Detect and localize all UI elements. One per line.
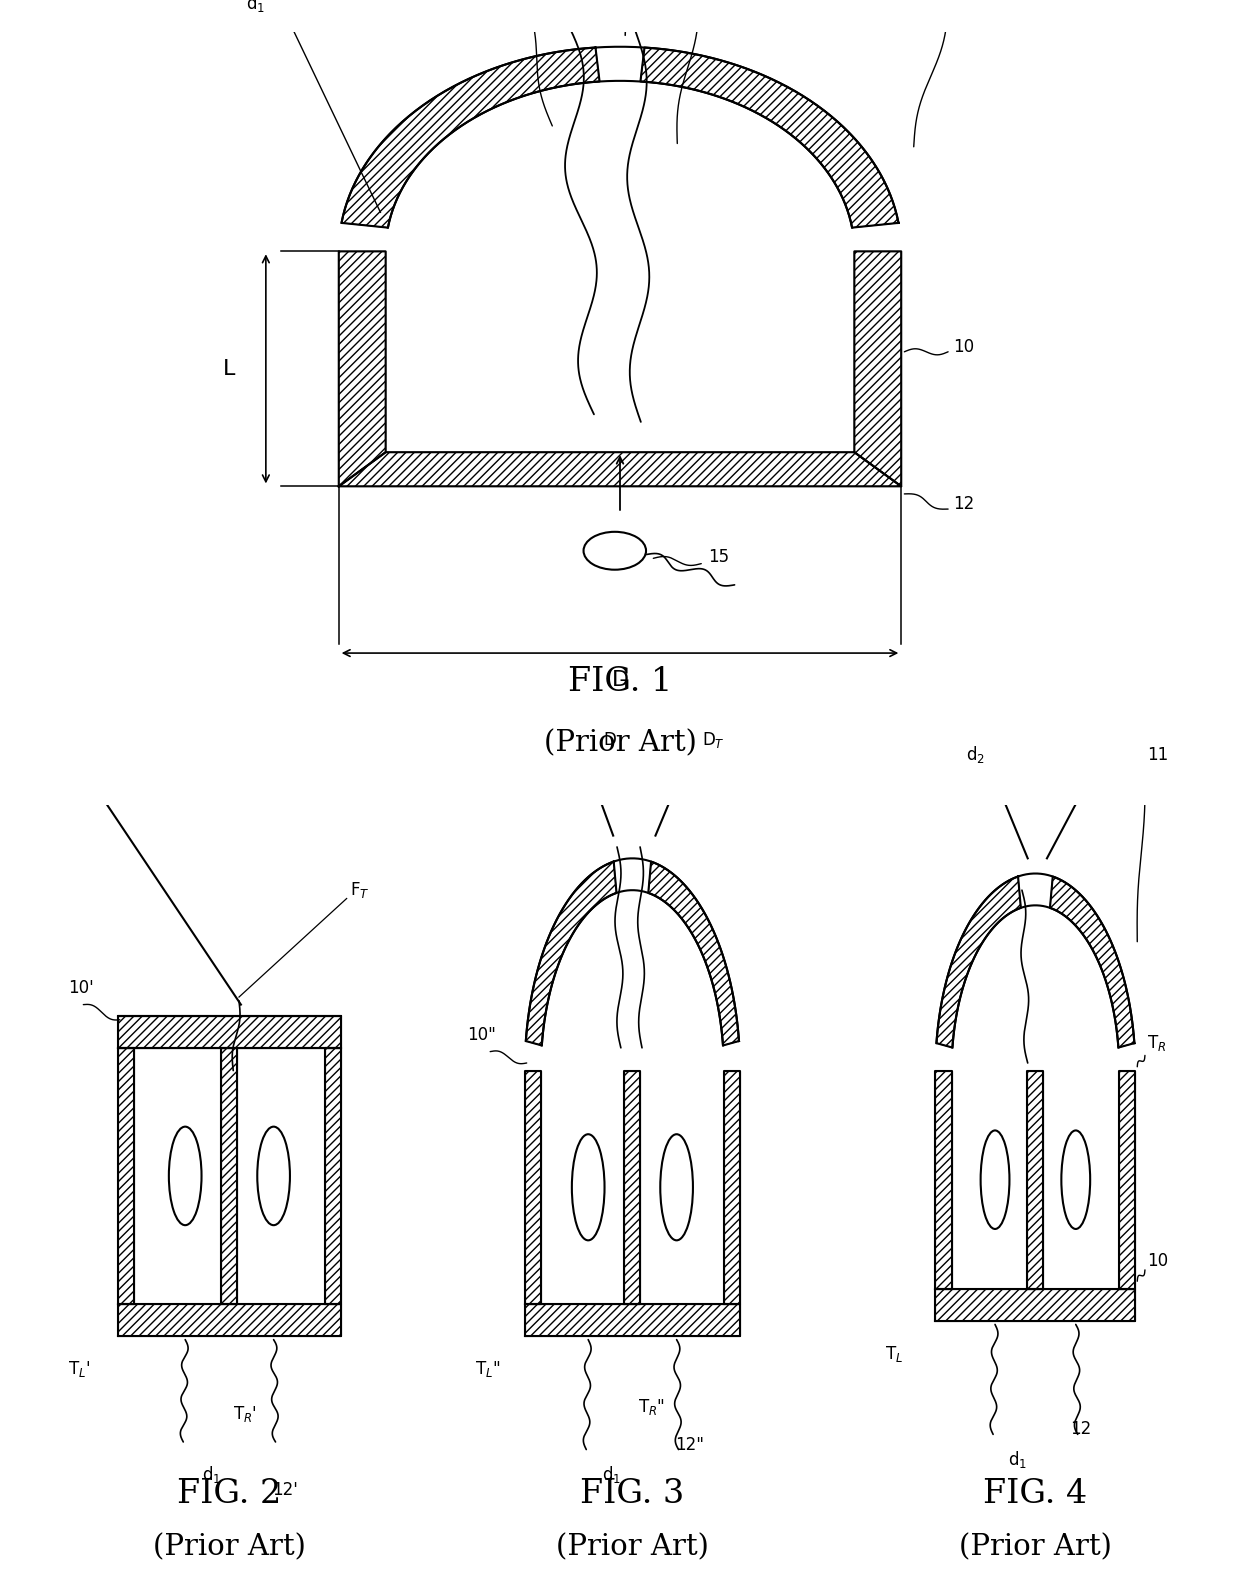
Text: T$_L$: T$_L$ xyxy=(885,1344,904,1364)
Text: D: D xyxy=(611,669,629,690)
Text: 12: 12 xyxy=(954,496,975,513)
Text: (Prior Art): (Prior Art) xyxy=(153,1533,306,1562)
Text: d$_2$: d$_2$ xyxy=(966,744,986,764)
Text: L: L xyxy=(223,358,236,379)
Text: T$_{R}$': T$_{R}$' xyxy=(233,1404,257,1424)
Text: 10': 10' xyxy=(68,979,94,998)
Text: 11: 11 xyxy=(1147,745,1168,764)
Text: 12': 12' xyxy=(272,1481,298,1498)
Text: (Prior Art): (Prior Art) xyxy=(959,1533,1112,1562)
Text: D: D xyxy=(603,731,616,748)
Text: FIG. 1: FIG. 1 xyxy=(568,666,672,698)
Text: d$_1$: d$_1$ xyxy=(202,1464,222,1484)
Text: d$_1$: d$_1$ xyxy=(601,1464,621,1484)
Text: 15: 15 xyxy=(708,548,729,567)
Text: (Prior Art): (Prior Art) xyxy=(556,1533,709,1562)
Text: (Prior Art): (Prior Art) xyxy=(543,729,697,758)
Text: d$_1$: d$_1$ xyxy=(246,0,265,14)
Text: T$_L$": T$_L$" xyxy=(475,1360,500,1378)
Text: T$_{L}$': T$_{L}$' xyxy=(68,1360,91,1378)
Text: T$_R$": T$_R$" xyxy=(639,1397,665,1416)
Text: 10: 10 xyxy=(1147,1252,1168,1270)
Text: D$_T$: D$_T$ xyxy=(702,729,724,750)
Text: 10: 10 xyxy=(954,338,975,355)
Text: F$_T$: F$_T$ xyxy=(351,880,370,900)
Text: d$_1$: d$_1$ xyxy=(1008,1448,1028,1470)
Text: FIG. 4: FIG. 4 xyxy=(983,1478,1087,1510)
Text: FIG. 3: FIG. 3 xyxy=(580,1478,684,1510)
Text: 12": 12" xyxy=(675,1435,703,1454)
Text: 10": 10" xyxy=(467,1026,496,1044)
Text: 12: 12 xyxy=(1070,1421,1091,1438)
Text: T$_R$: T$_R$ xyxy=(1147,1033,1166,1053)
Text: FIG. 2: FIG. 2 xyxy=(177,1478,281,1510)
